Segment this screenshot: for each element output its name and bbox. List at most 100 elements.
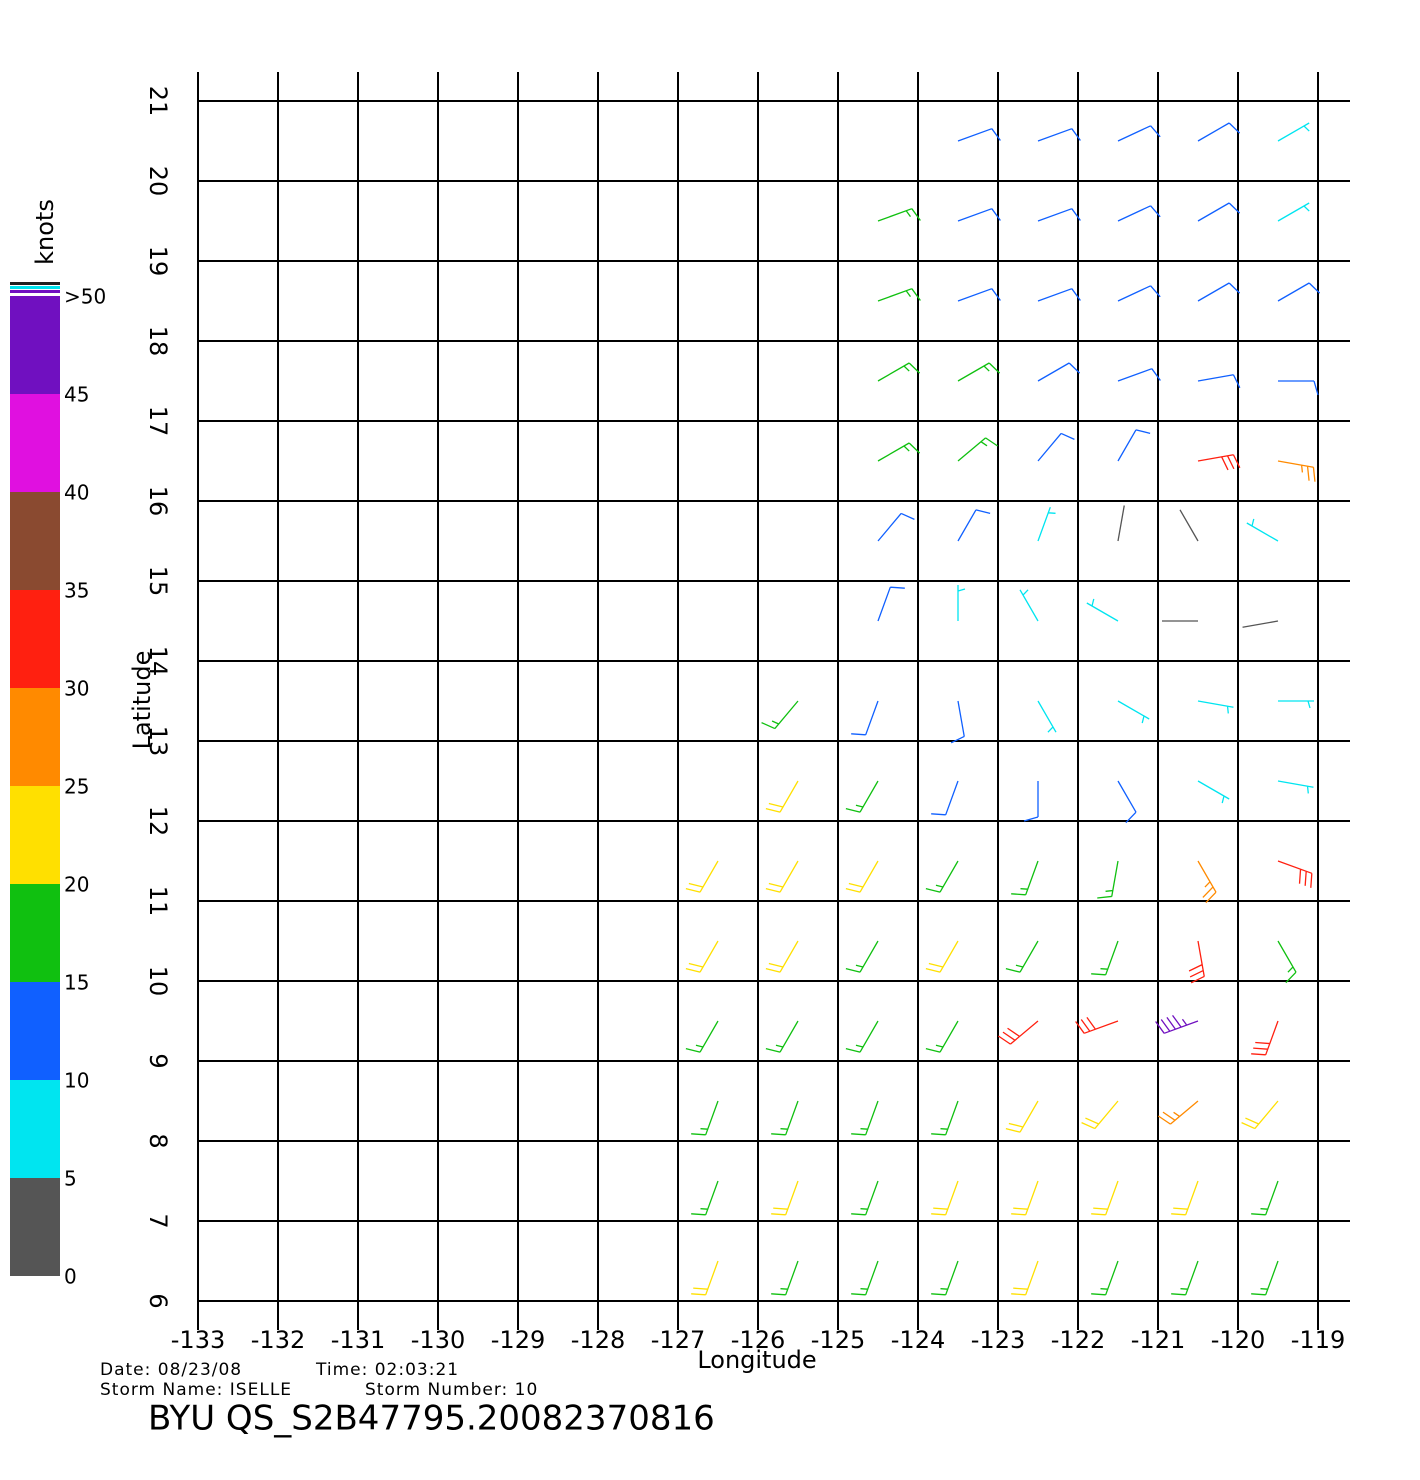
y-tick-label: 15 (144, 566, 172, 597)
wind-barb (1197, 122, 1241, 142)
wind-barb (1037, 208, 1081, 222)
x-tick-label: -131 (331, 1326, 385, 1354)
wind-barb (1197, 700, 1234, 714)
wind-barb (957, 585, 966, 621)
wind-barb (1278, 700, 1314, 709)
colorbar-bin (10, 884, 60, 982)
colorbar-tick-label: >50 (64, 285, 106, 309)
wind-barb (1197, 780, 1230, 804)
wind-barb (765, 780, 799, 813)
wind-barb (1023, 781, 1039, 822)
wind-barb (957, 288, 1001, 302)
wind-barb (845, 860, 879, 893)
wind-barb (931, 780, 959, 816)
colorbar-tick-label: 25 (64, 775, 89, 799)
colorbar-tick-label: 20 (64, 873, 89, 897)
wind-barb (957, 362, 1001, 382)
wind-barb (950, 700, 965, 744)
wind-barb (877, 362, 921, 382)
colorbar-tick-label: 0 (64, 1265, 77, 1289)
x-tick-label: -126 (731, 1326, 785, 1354)
wind-barb (1037, 506, 1056, 542)
y-tick-label: 8 (144, 1133, 172, 1148)
wind-barb (1246, 518, 1279, 542)
wind-barb (1037, 700, 1057, 733)
wind-barb (1117, 700, 1150, 724)
wind-barb (1091, 1260, 1119, 1296)
colorbar-bin (10, 394, 60, 492)
wind-barb (1005, 1100, 1039, 1133)
wind-barb (1091, 940, 1119, 976)
wind-barb (957, 208, 1001, 222)
colorbar-bin (10, 982, 60, 1080)
wind-barb (1277, 282, 1321, 302)
wind-barb (761, 700, 799, 730)
wind-barb (771, 1260, 799, 1296)
wind-barb (1278, 380, 1319, 396)
wind-barb (1011, 860, 1039, 896)
wind-barb (685, 940, 719, 973)
wind-barb (877, 586, 905, 622)
wind-barb (877, 208, 921, 222)
y-axis-label: Latitude (128, 651, 156, 750)
colorbar-tick-label: 35 (64, 579, 89, 603)
wind-barb (845, 940, 879, 973)
wind-barb (1171, 1180, 1199, 1216)
wind-barb (1117, 368, 1161, 382)
colorbar-bin (10, 688, 60, 786)
wind-barb (1075, 1017, 1119, 1034)
colorbar-bin (10, 786, 60, 884)
x-tick-label: -128 (571, 1326, 625, 1354)
wind-barb (691, 1100, 719, 1136)
wind-barb (1241, 1100, 1279, 1130)
wind-barb (765, 1020, 799, 1053)
wind-barb (1157, 1100, 1199, 1125)
wind-barb (765, 940, 799, 973)
wind-barb (1277, 780, 1314, 794)
wind-barb (877, 512, 915, 542)
x-tick-label: -121 (1131, 1326, 1185, 1354)
colorbar-tick-label: 5 (64, 1167, 77, 1191)
colorbar-bin (10, 590, 60, 688)
x-tick-label: -119 (1291, 1326, 1345, 1354)
y-tick-label: 13 (144, 726, 172, 757)
colorbar-cap (10, 282, 60, 285)
y-tick-label: 16 (144, 486, 172, 517)
wind-barb (845, 1020, 879, 1053)
y-tick-label: 17 (144, 406, 172, 437)
wind-barb (685, 860, 719, 893)
wind-barb (1197, 374, 1241, 389)
colorbar-tick-label: 30 (64, 677, 89, 701)
wind-barb (845, 780, 879, 813)
wind-barb (931, 1260, 959, 1296)
wind-barb (931, 1100, 959, 1136)
wind-barb (877, 442, 921, 462)
wind-barb (1011, 1180, 1039, 1216)
wind-barb (1197, 282, 1241, 302)
wind-barb (997, 1020, 1039, 1045)
wind-barb (1277, 940, 1297, 984)
colorbar-label: knots (31, 199, 59, 265)
y-tick-label: 6 (144, 1293, 172, 1308)
y-tick-label: 21 (144, 86, 172, 117)
colorbar-bin (10, 296, 60, 394)
wind-barb (1251, 1020, 1279, 1056)
wind-barb (765, 860, 799, 893)
wind-barb (851, 1180, 879, 1216)
colorbar-tick-label: 40 (64, 481, 89, 505)
wind-barb (925, 1020, 959, 1053)
x-tick-label: -129 (491, 1326, 545, 1354)
wind-barb (1011, 1260, 1039, 1296)
storm-number: Storm Number: 10 (365, 1380, 538, 1400)
x-tick-label: -132 (251, 1326, 305, 1354)
x-tick-label: -123 (971, 1326, 1025, 1354)
wind-barb (1037, 288, 1081, 302)
wind-barb (1171, 1260, 1199, 1296)
colorbar-cap (10, 286, 60, 289)
wind-barb (771, 1100, 799, 1136)
wind-barb (1117, 780, 1137, 824)
y-tick-label: 19 (144, 246, 172, 277)
wind-barb (1097, 860, 1119, 899)
wind-barb (851, 700, 879, 736)
colorbar-cap (10, 290, 60, 293)
